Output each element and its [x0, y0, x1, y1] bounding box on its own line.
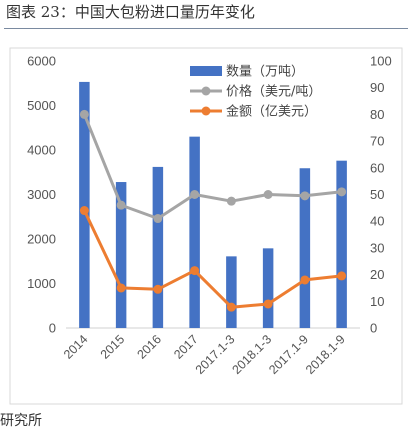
left-axis-tick-label: 0 — [49, 321, 56, 336]
right-axis-tick-label: 30 — [370, 240, 384, 255]
series-1-point — [226, 302, 236, 312]
x-tick-label: 2018.1-9 — [303, 332, 348, 377]
x-tick-label: 2014 — [61, 332, 91, 362]
left-axis-tick-label: 3000 — [27, 187, 56, 202]
chart: 0 1000 2000 3000 4000 5000 6000 0 10 20 30 40 50 60 7… — [9, 47, 403, 405]
series-0-point — [300, 191, 310, 201]
series-1-point — [337, 271, 347, 281]
series-1-point — [153, 284, 163, 294]
right-axis-tick-label: 50 — [370, 187, 384, 202]
source-note: 研究所 — [0, 413, 42, 429]
right-axis-tick-label: 80 — [370, 107, 384, 122]
series-line-1 — [83, 209, 342, 309]
figure-title: 图表 23：中国大包粉进口量历年变化 — [6, 3, 255, 21]
left-axis-tick-label: 4000 — [27, 143, 56, 158]
right-axis-tick-label: 60 — [370, 160, 384, 175]
legend-label: 价格（美元/吨） — [226, 84, 321, 100]
series-1-point — [300, 275, 310, 285]
title-rule — [4, 28, 408, 29]
bar-2014 — [79, 81, 90, 328]
chart-border — [9, 47, 403, 405]
right-axis-tick-label: 0 — [370, 321, 377, 336]
left-axis-tick-label: 2000 — [27, 232, 56, 247]
right-axis-tick-label: 40 — [370, 214, 384, 229]
legend-label: 数量（万吨） — [226, 65, 304, 80]
x-tick-label: 2017 — [171, 332, 201, 362]
series-1-point — [263, 299, 273, 309]
x-tick-label: 2015 — [98, 332, 128, 362]
legend-label: 金额（亿美元） — [226, 104, 317, 120]
right-axis-tick-label: 100 — [370, 54, 392, 69]
bar-2016 — [152, 166, 164, 328]
left-axis-tick-label: 1000 — [27, 276, 56, 291]
series-0-point — [190, 190, 200, 199]
right-axis-tick-label: 10 — [370, 294, 384, 309]
legend-swatch-marker — [201, 106, 211, 116]
series-1-point — [190, 266, 200, 276]
legend-swatch-marker — [201, 86, 211, 96]
right-axis-tick-label: 20 — [370, 267, 384, 282]
bar-2015 — [115, 182, 127, 328]
x-tick-label: 2017.1-9 — [266, 332, 311, 377]
legend-swatch-bar — [190, 66, 222, 76]
series-1-point — [116, 283, 126, 293]
bar-2018.1-9 — [336, 160, 347, 328]
series-0-point — [116, 200, 126, 210]
bar-2017 — [189, 136, 200, 328]
right-axis-tick-label: 70 — [370, 134, 384, 149]
x-tick-label: 2018.1-3 — [229, 332, 274, 377]
series-0-point — [337, 187, 347, 197]
x-tick-label: 2017.1-3 — [193, 332, 238, 377]
bar-2018.1-3 — [262, 248, 274, 328]
series-0-point — [153, 214, 163, 224]
series-0-point — [79, 109, 89, 119]
series-0-point — [263, 190, 273, 199]
left-axis-tick-label: 5000 — [27, 98, 56, 113]
left-axis-tick-label: 6000 — [27, 54, 56, 69]
series-line-0 — [83, 113, 342, 220]
right-axis-tick-label: 90 — [370, 80, 384, 95]
bar-2017.1-9 — [299, 168, 311, 328]
series-1-point — [79, 206, 89, 216]
series-0-point — [226, 196, 236, 206]
bar-2017.1-3 — [226, 256, 237, 328]
x-tick-label: 2016 — [134, 332, 164, 362]
